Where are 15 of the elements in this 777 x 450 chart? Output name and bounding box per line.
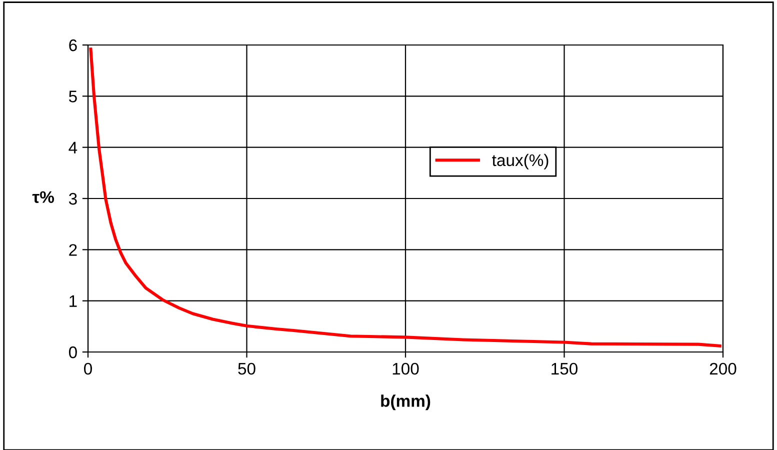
x-tick-label: 200 xyxy=(710,362,736,375)
y-tick-label: 5 xyxy=(68,90,77,102)
legend-label: taux(%) xyxy=(492,154,548,170)
y-tick-label: 1 xyxy=(70,295,77,307)
y-tick-label: 2 xyxy=(69,244,77,256)
x-tick-label: 150 xyxy=(552,362,578,375)
y-tick-label: 0 xyxy=(68,346,77,358)
y-axis-title: τ% xyxy=(32,191,54,203)
x-axis-title: b(mm) xyxy=(381,394,430,410)
x-tick-label: 100 xyxy=(392,362,419,375)
y-tick-label: 4 xyxy=(68,142,78,154)
x-tick-label: 50 xyxy=(238,362,256,375)
x-tick-label: 0 xyxy=(84,362,92,375)
y-tick-label: 6 xyxy=(69,39,77,52)
y-tick-label: 3 xyxy=(68,192,77,205)
